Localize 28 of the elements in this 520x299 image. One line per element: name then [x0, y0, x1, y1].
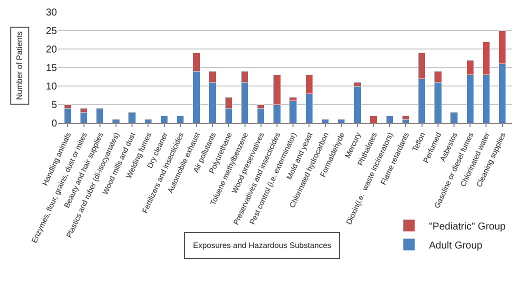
bar — [386, 115, 394, 124]
y-tick-label: 15 — [46, 63, 58, 74]
bar — [128, 112, 136, 124]
bar — [450, 112, 458, 124]
bar — [337, 119, 346, 124]
bar — [64, 108, 72, 124]
bar — [112, 119, 120, 124]
bar — [370, 115, 378, 124]
bar — [144, 119, 152, 124]
bar — [256, 108, 265, 124]
bar — [96, 108, 104, 124]
bar — [402, 115, 410, 120]
legend-label: "Pediatric" Group — [429, 221, 506, 232]
y-tick-label: 20 — [46, 44, 58, 56]
legend-label: Adult Group — [429, 240, 483, 252]
y-tick-label: 5 — [51, 100, 58, 112]
y-axis-title: Number of Patients — [15, 31, 24, 100]
y-tick-label: 10 — [46, 82, 58, 93]
bar — [80, 112, 88, 124]
bar — [160, 115, 168, 124]
x-axis-title: Exposures and Hazardous Substances — [193, 241, 332, 250]
bar — [354, 86, 362, 124]
bar — [289, 100, 297, 124]
y-tick-label: 0 — [51, 118, 58, 130]
y-tick-label: 30 — [46, 8, 58, 18]
y-tick-label: 25 — [46, 26, 58, 38]
bar — [176, 115, 184, 124]
bar — [321, 119, 330, 124]
